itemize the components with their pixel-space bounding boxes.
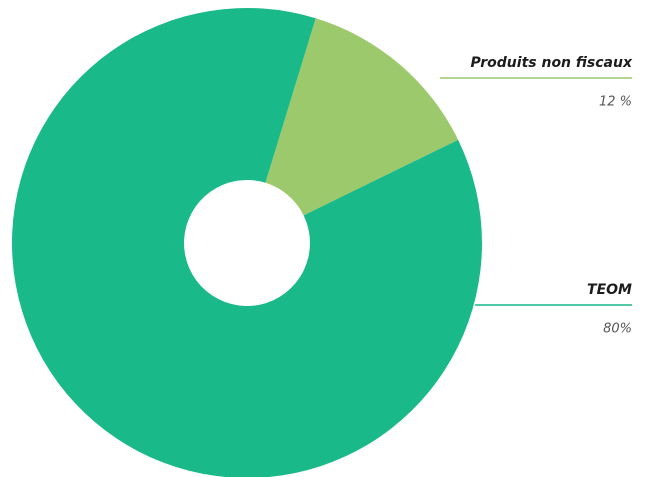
value-label: 12 %	[599, 95, 632, 110]
legend-label: Produits non fiscaux	[470, 55, 633, 71]
slice	[265, 18, 459, 216]
value-label: 80%	[603, 322, 632, 337]
slice	[12, 8, 482, 477]
legend-label: TEOM	[587, 282, 632, 298]
